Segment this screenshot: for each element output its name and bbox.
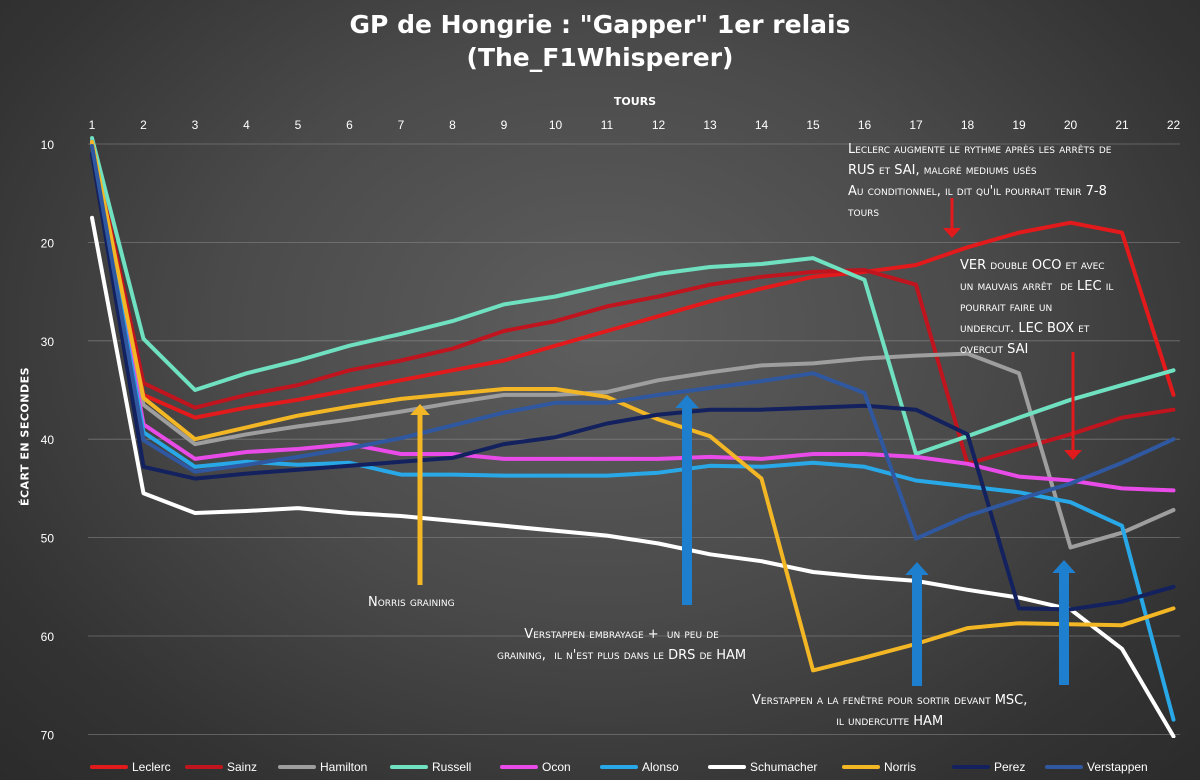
legend-swatch [390, 765, 428, 769]
series-line-norris [90, 140, 1176, 673]
legend-label: Norris [884, 760, 916, 774]
x-tick-label: 2 [140, 118, 147, 132]
y-tick-label: 70 [41, 728, 55, 742]
y-tick-label: 10 [41, 138, 55, 152]
legend-label: Perez [994, 760, 1026, 774]
legend-swatch [278, 765, 316, 769]
annotation-verstappen-fenetre: Verstappen a la fenêtre pour sortir deva… [752, 693, 1028, 729]
legend-swatch [185, 765, 223, 769]
x-tick-label: 21 [1115, 118, 1129, 132]
x-tick-label: 20 [1064, 118, 1078, 132]
legend-item-verstappen: Verstappen [1045, 758, 1148, 776]
legend-swatch [708, 765, 746, 769]
legend-label: Alonso [642, 760, 679, 774]
x-tick-label: 3 [192, 118, 199, 132]
x-tick-label: 19 [1012, 118, 1026, 132]
chart-subtitle: (The_F1Whisperer) [466, 43, 734, 72]
series-line-schumacher [90, 215, 1176, 738]
legend-item-perez: Perez [952, 758, 1025, 776]
x-tick-label: 5 [295, 118, 302, 132]
legend-item-sainz: Sainz [185, 758, 257, 776]
x-tick-label: 8 [449, 118, 456, 132]
x-tick-label: 10 [549, 118, 563, 132]
legend-item-ocon: Ocon [500, 758, 571, 776]
x-tick-label: 15 [806, 118, 820, 132]
legend-swatch [842, 765, 880, 769]
legend-swatch [500, 765, 538, 769]
annotation-leclerc: Leclerc augmente le rythme après les arr… [848, 142, 1112, 220]
arrow-norris-head [410, 404, 430, 415]
legend-label: Ocon [542, 760, 571, 774]
x-tick-label: 4 [243, 118, 250, 132]
legend-label: Hamilton [320, 760, 368, 774]
legend-label: Verstappen [1087, 760, 1148, 774]
legend-label: Russell [432, 760, 472, 774]
legend-swatch [90, 765, 128, 769]
series-line-ocon [90, 141, 1176, 493]
annotation-ver-double: VER double OCO et avec un mauvais arrêt … [960, 258, 1114, 357]
y-tick-label: 40 [41, 433, 55, 447]
y-tick-label: 50 [41, 532, 55, 546]
y-tick-label: 30 [41, 335, 55, 349]
arrow-leclerc-head [943, 228, 961, 238]
x-tick-label: 22 [1167, 118, 1181, 132]
x-axis-label: TOURS [613, 95, 657, 108]
series-line-hamilton [90, 139, 1176, 550]
arrow-verstappen-fenetre-1-head [905, 562, 929, 575]
x-tick-label: 6 [346, 118, 353, 132]
x-tick-label: 16 [858, 118, 872, 132]
series-line-sainz [90, 138, 1176, 466]
x-tick-label: 13 [703, 118, 717, 132]
arrow-verstappen-embrayage-head [675, 395, 699, 408]
x-tick-label: 9 [501, 118, 508, 132]
x-tick-label: 1 [89, 118, 96, 132]
series-line-russell [90, 136, 1176, 456]
legend-item-norris: Norris [842, 758, 916, 776]
legend-label: Schumacher [750, 760, 818, 774]
series-line-verstappen [90, 144, 1176, 541]
legend-item-russell: Russell [390, 758, 471, 776]
legend-swatch [600, 765, 638, 769]
x-tick-label: 18 [961, 118, 975, 132]
annotation-verstappen-embrayage: Verstappen embrayage + un peu de grainin… [497, 627, 747, 663]
y-tick-label: 60 [41, 630, 55, 644]
arrow-ver-double-head [1064, 450, 1082, 460]
x-tick-label: 11 [601, 118, 614, 132]
series-line-leclerc [90, 137, 1176, 420]
x-tick-label: 14 [755, 118, 769, 132]
legend-swatch [952, 765, 990, 769]
legend-item-alonso: Alonso [600, 758, 679, 776]
x-tick-label: 17 [909, 118, 923, 132]
series-line-alonso [90, 140, 1176, 722]
legend-item-hamilton: Hamilton [278, 758, 367, 776]
legend-label: Sainz [227, 760, 258, 774]
y-axis-label: ÉCART EN SECONDES [18, 366, 32, 507]
legend-item-schumacher: Schumacher [708, 758, 817, 776]
legend-label: Leclerc [132, 760, 171, 774]
legend-swatch [1045, 765, 1083, 769]
chart-title: GP de Hongrie : "Gapper" 1er relais [349, 10, 851, 39]
legend-item-leclerc: Leclerc [90, 758, 171, 776]
y-tick-label: 20 [41, 236, 55, 250]
legend: Leclerc Sainz Hamilton Russell Ocon Alonso Sch… [90, 758, 1190, 778]
series-line-perez [90, 151, 1176, 612]
x-tick-label: 7 [398, 118, 405, 132]
annotation-norris: Norris graining [368, 595, 455, 610]
x-tick-label: 12 [652, 118, 666, 132]
arrow-verstappen-fenetre-2-head [1052, 560, 1076, 573]
